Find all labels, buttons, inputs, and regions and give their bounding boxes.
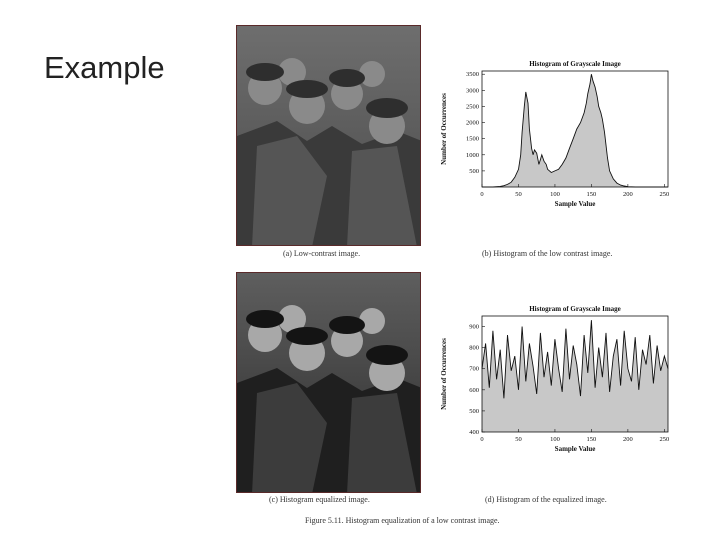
x-axis-label: Sample Value — [555, 445, 596, 453]
y-tick-label: 3000 — [466, 87, 479, 94]
slide-title: Example — [44, 50, 165, 85]
x-tick-label: 50 — [515, 436, 522, 443]
x-tick-label: 150 — [587, 191, 597, 198]
y-tick-label: 3500 — [466, 71, 479, 78]
histogram-line — [481, 320, 669, 399]
x-tick-label: 250 — [659, 191, 669, 198]
y-tick-label: 2500 — [466, 103, 479, 110]
y-tick-label: 1500 — [466, 136, 479, 143]
chart-title: Histogram of Grayscale Image — [529, 60, 621, 68]
y-tick-label: 400 — [469, 429, 479, 436]
histogram-line — [482, 74, 668, 188]
y-tick-label: 2000 — [466, 120, 479, 127]
caption-d: (d) Histogram of the equalized image. — [485, 495, 607, 504]
x-tick-label: 200 — [623, 436, 633, 443]
histogram-area — [482, 74, 668, 187]
x-tick-label: 200 — [623, 191, 633, 198]
caption-a: (a) Low-contrast image. — [283, 249, 361, 258]
x-axis-label: Sample Value — [555, 200, 596, 208]
x-tick-label: 150 — [587, 436, 597, 443]
caption-b: (b) Histogram of the low contrast image. — [482, 249, 613, 258]
plot-frame — [481, 315, 669, 433]
y-tick-label: 900 — [469, 324, 479, 331]
y-tick-label: 700 — [469, 366, 479, 373]
histogram-low-contrast: Histogram of Grayscale Image 0 50 100 150 200… — [436, 55, 676, 215]
histogram-equalized: Histogram of Grayscale Image 0 50 100 150 200… — [436, 300, 676, 460]
histogram-area — [482, 320, 668, 432]
y-tick-label: 500 — [469, 408, 479, 415]
plot-frame — [481, 70, 669, 188]
figure-caption: Figure 5.11. Histogram equalization of a… — [305, 516, 500, 525]
chart-title: Histogram of Grayscale Image — [529, 305, 621, 313]
x-tick-label: 50 — [515, 191, 522, 198]
x-tick-label: 100 — [550, 191, 560, 198]
x-tick-label: 0 — [480, 436, 483, 443]
caption-c: (c) Histogram equalized image. — [269, 495, 370, 504]
x-tick-label: 0 — [480, 191, 483, 198]
y-tick-label: 600 — [469, 387, 479, 394]
low-contrast-photo — [236, 25, 421, 246]
equalized-photo — [236, 272, 421, 493]
y-axis-label: Number of Occurrences — [440, 93, 448, 165]
y-tick-label: 800 — [469, 345, 479, 352]
y-tick-label: 1000 — [466, 152, 479, 159]
x-tick-label: 250 — [659, 436, 669, 443]
y-tick-label: 500 — [469, 168, 479, 175]
y-axis-label: Number of Occurrences — [440, 338, 448, 410]
x-tick-label: 100 — [550, 436, 560, 443]
